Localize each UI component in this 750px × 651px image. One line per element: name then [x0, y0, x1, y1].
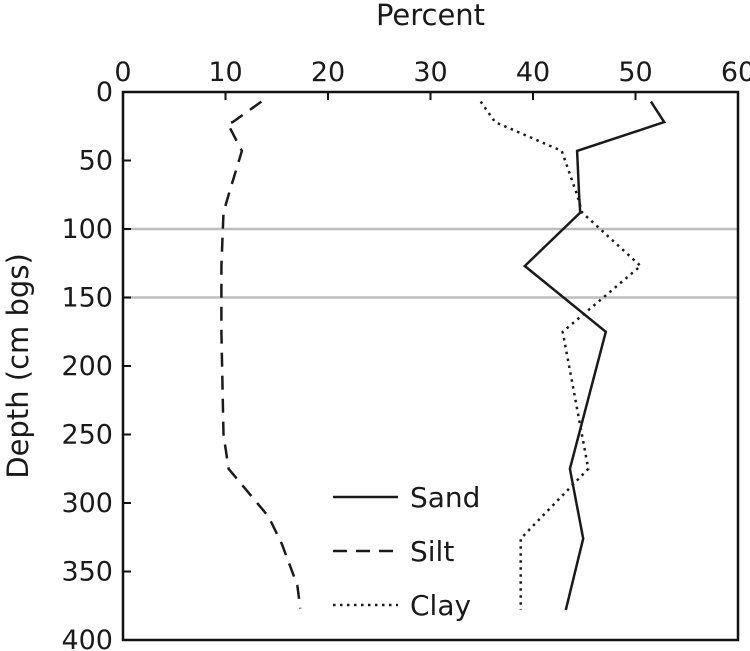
series-line-silt: [220, 100, 302, 609]
legend: Sand Silt Clay: [333, 481, 480, 622]
legend-label-silt: Silt: [410, 535, 454, 568]
x-axis-title: Percent: [376, 0, 485, 32]
series-line-sand: [522, 100, 667, 611]
y-tick-label: 250: [61, 420, 113, 451]
y-axis-ticks: 0 50 100 150 200 250 300 350 400: [61, 77, 131, 651]
y-tick-label: 350: [61, 557, 113, 588]
y-axis-title: Depth (cm bgs): [1, 253, 35, 479]
x-tick-label: 10: [208, 57, 242, 88]
y-tick-label: 300: [61, 488, 113, 519]
x-tick-label: 20: [311, 57, 345, 88]
y-tick-label: 100: [61, 214, 113, 245]
y-tick-label: 50: [79, 146, 113, 177]
y-tick-label: 150: [61, 283, 113, 314]
y-tick-label: 400: [61, 625, 113, 651]
legend-label-sand: Sand: [410, 481, 480, 514]
y-tick-label: 200: [61, 351, 113, 382]
reference-lines: [123, 227, 738, 299]
x-tick-label: 0: [114, 57, 131, 88]
x-tick-label: 50: [618, 57, 652, 88]
series-line-clay: [479, 100, 643, 610]
x-axis-ticks: 0 10 20 30 40 50 60: [114, 57, 750, 100]
y-tick-label: 0: [96, 77, 113, 108]
x-tick-label: 30: [413, 57, 447, 88]
series-lines: [220, 100, 667, 611]
legend-label-clay: Clay: [410, 589, 471, 622]
x-tick-label: 40: [516, 57, 550, 88]
x-tick-label: 60: [721, 57, 750, 88]
